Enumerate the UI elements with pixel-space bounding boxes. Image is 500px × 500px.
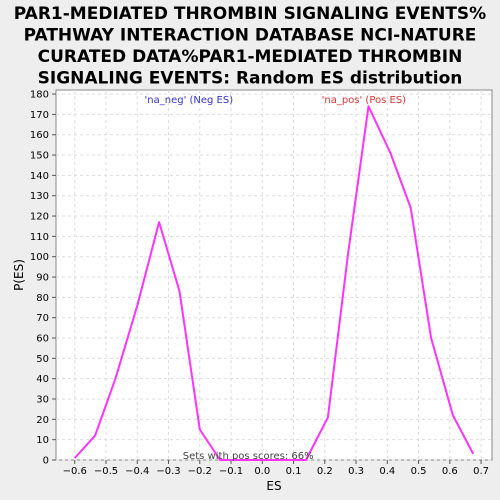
y-tick-label: 50 (36, 354, 49, 365)
y-tick-label: 0 (43, 456, 49, 467)
x-tick-label: −0.4 (125, 466, 149, 477)
y-tick-label: 110 (30, 232, 49, 243)
y-tick-label: 60 (36, 334, 49, 345)
title-line: PAR1-MEDIATED THROMBIN SIGNALING EVENTS% (14, 4, 486, 24)
x-axis: −0.6 −0.5 −0.4 −0.3 −0.2 −0.1 0.0 0.1 0.2 0.3 0.4 0… (63, 460, 489, 477)
y-tick-label: 170 (30, 110, 49, 121)
x-tick-label: 0.7 (473, 466, 489, 477)
series-line (74, 105, 475, 461)
legend-neg-label: 'na_neg' (Neg ES) (145, 95, 234, 106)
x-tick-label: 0.5 (411, 466, 427, 477)
y-tick-label: 130 (30, 191, 49, 202)
y-tick-label: 180 (30, 90, 49, 101)
x-tick-label: −0.5 (94, 466, 118, 477)
y-tick-label: 150 (30, 151, 49, 162)
title-line: CURATED DATA%PAR1-MEDIATED THROMBIN (38, 47, 463, 67)
x-tick-label: 0.0 (254, 466, 270, 477)
y-tick-label: 30 (36, 395, 49, 406)
x-tick-label: 0.3 (348, 466, 364, 477)
x-tick-label: −0.3 (156, 466, 180, 477)
y-tick-label: 80 (36, 293, 49, 304)
x-tick-label: 0.4 (379, 466, 395, 477)
y-axis: 0 10 20 30 40 50 60 70 80 90 100 110 120 130 140 150 160… (30, 90, 56, 467)
y-tick-label: 140 (30, 171, 49, 182)
y-tick-label: 100 (30, 252, 49, 263)
y-tick-label: 90 (36, 273, 49, 284)
x-tick-label: 0.1 (286, 466, 302, 477)
y-tick-label: 160 (30, 130, 49, 141)
y-tick-label: 120 (30, 212, 49, 223)
y-axis-label: P(ES) (12, 259, 26, 291)
y-tick-label: 20 (36, 415, 49, 426)
y-tick-label: 40 (36, 374, 49, 385)
x-tick-label: −0.1 (219, 466, 243, 477)
series-group (74, 105, 475, 461)
y-tick-label: 10 (36, 435, 49, 446)
x-tick-label: −0.2 (188, 466, 212, 477)
legend-pos-label: 'na_pos' (Pos ES) (322, 95, 407, 106)
y-tick-label: 70 (36, 313, 49, 324)
x-tick-label: −0.6 (63, 466, 87, 477)
x-axis-label: ES (266, 479, 281, 493)
x-tick-label: 0.6 (442, 466, 458, 477)
title-line: PATHWAY INTERACTION DATABASE NCI-NATURE (24, 26, 477, 46)
chart-title: PAR1-MEDIATED THROMBIN SIGNALING EVENTS%… (14, 4, 486, 89)
x-tick-label: 0.2 (317, 466, 333, 477)
title-line: SIGNALING EVENTS: Random ES distribution (38, 69, 463, 89)
pos-scores-annotation: Sets with pos scores: 66% (183, 451, 314, 462)
plot-area (55, 89, 493, 461)
grid (56, 90, 492, 461)
